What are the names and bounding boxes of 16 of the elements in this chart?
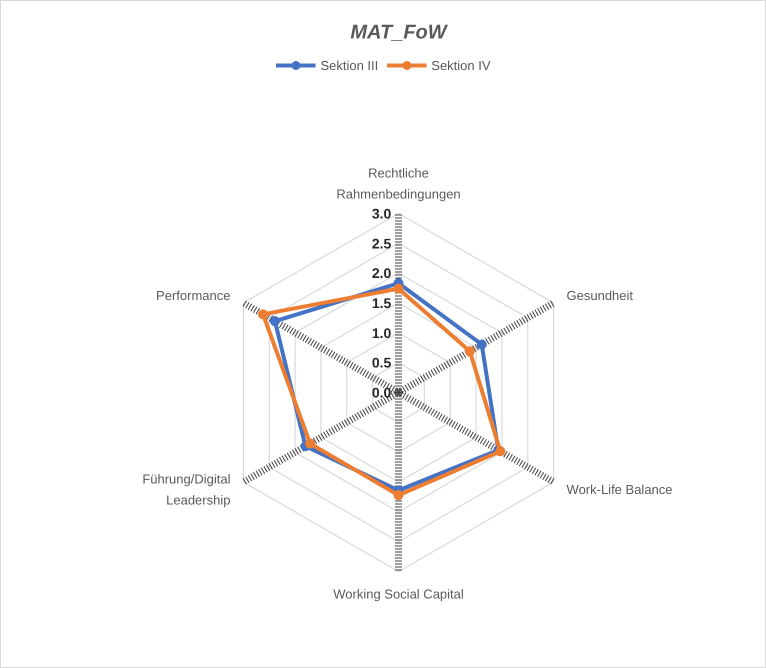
spoke-label: Führung/Digital Leadership <box>142 472 231 508</box>
chart-title: MAT_FoW <box>350 21 449 44</box>
y-tick-label: 2.5 <box>372 235 392 252</box>
spoke-label: Performance <box>156 288 230 303</box>
spoke-label: Work-Life Balance <box>566 482 673 498</box>
spoke-label: Rechtliche Rahmenbedingungen <box>336 165 461 202</box>
legend-label: Sektion IV <box>431 58 491 72</box>
spoke-label: Working Social Capital <box>333 586 464 602</box>
y-tick-label: 1.0 <box>372 324 392 341</box>
y-tick-label: 3.0 <box>372 205 392 222</box>
spoke-label: Gesundheit <box>566 288 634 303</box>
y-tick-label: 2.0 <box>372 265 392 282</box>
y-tick-label: 0.0 <box>372 384 392 400</box>
legend-label: Sektion III <box>320 58 378 72</box>
y-tick-label: 0.5 <box>372 354 392 371</box>
y-tick-label: 1.5 <box>372 294 392 311</box>
